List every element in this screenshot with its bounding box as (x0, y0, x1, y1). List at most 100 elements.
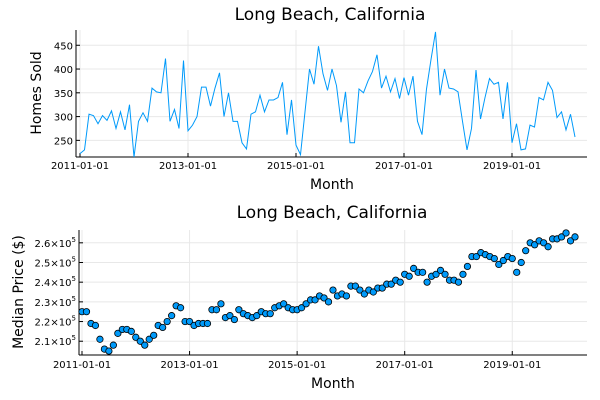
median-price-point (387, 280, 395, 288)
median-price-point (253, 312, 261, 320)
median-price-point (159, 323, 167, 332)
median-price-point (136, 337, 144, 345)
median-price-point (226, 312, 234, 320)
homes-sold-title: Long Beach, California (235, 5, 426, 25)
median-price-point (203, 319, 212, 328)
median-price-point (324, 298, 333, 306)
y-tick-label: 400 (54, 65, 73, 76)
median-price-point (531, 241, 539, 249)
median-price-point (168, 312, 176, 320)
median-price-title: Long Beach, California (237, 203, 428, 223)
median-price-point (499, 256, 507, 265)
median-price-point (351, 282, 359, 290)
median-price-point (436, 266, 445, 274)
x-tick-label: 2019-01-01 (483, 360, 541, 371)
median-price-point (82, 308, 91, 316)
median-price-y-label: Median Price ($) (11, 235, 27, 349)
y-tick-label: 250 (54, 136, 73, 147)
median-price-point (405, 272, 413, 280)
median-price-point (454, 278, 463, 286)
x-tick-label: 2013-01-01 (161, 360, 219, 371)
median-price-point (396, 278, 404, 286)
median-price-point (360, 290, 368, 298)
median-price-point (566, 237, 575, 245)
homes-sold-line (79, 31, 576, 158)
median-price-point (298, 304, 306, 312)
median-price-point (441, 270, 449, 278)
median-price-point (557, 233, 566, 241)
median-price-point (329, 286, 337, 294)
median-price-point (419, 268, 427, 276)
median-price-x-label: Month (311, 376, 355, 392)
median-price-point (230, 315, 238, 324)
y-tick-label: 350 (54, 89, 73, 100)
median-price-point (369, 288, 377, 296)
median-price-point (410, 264, 418, 272)
y-tick-label: 2.3×105 (35, 295, 76, 309)
y-tick-label: 2.5×105 (35, 255, 76, 269)
median-price-point (212, 306, 221, 314)
median-price-point (432, 270, 440, 278)
x-tick-label: 2015-01-01 (268, 360, 326, 371)
homes-sold-series (79, 31, 576, 158)
median-price-point (544, 243, 552, 251)
median-price-series (78, 229, 579, 355)
median-price-point (562, 229, 570, 237)
median-price-point (508, 254, 516, 263)
median-price-point (127, 327, 135, 335)
median-price-point (217, 300, 225, 308)
homes-sold-x-label: Month (310, 177, 354, 193)
median-price-point (105, 347, 113, 355)
median-price-point (517, 258, 525, 267)
median-price-point (114, 329, 122, 337)
x-tick-label: 2019-01-01 (483, 161, 541, 172)
x-tick-label: 2013-01-01 (159, 161, 217, 172)
median-price-point (91, 321, 100, 330)
homes-sold-y-label: Homes Sold (29, 51, 45, 134)
median-price-point (235, 306, 243, 314)
median-price-point (302, 300, 310, 308)
median-price-point (571, 233, 579, 241)
median-price-point (356, 286, 364, 294)
median-price-point (311, 296, 319, 304)
homes-sold-grid (76, 30, 587, 157)
x-tick-label: 2011-01-01 (53, 360, 111, 371)
median-price-point (495, 260, 503, 269)
median-price-point (459, 270, 467, 278)
median-price-chart: Long Beach, California 2.1×105 2.2×105 2.3… (11, 203, 587, 392)
median-price-point (280, 300, 288, 308)
median-price-point (490, 254, 498, 263)
median-price-point (141, 341, 149, 349)
homes-sold-y-axis: 250 300 350 400 450 (54, 41, 80, 147)
median-price-point (163, 317, 171, 326)
homes-sold-chart: Long Beach, California 250 300 350 400 450 2… (29, 5, 587, 193)
median-price-point (185, 317, 194, 326)
homes-sold-x-axis: 2011-01-01 2013-01-01 2015-01-01 2017-01-01… (51, 153, 541, 172)
median-price-point (342, 292, 351, 300)
y-tick-label: 2.6×105 (35, 236, 76, 250)
median-price-point (266, 310, 274, 318)
median-price-point (177, 304, 185, 312)
median-price-y-axis: 2.1×105 2.2×105 2.3×105 2.4×105 2.5×105 2.6×1… (35, 236, 83, 348)
median-price-point (522, 247, 530, 255)
x-tick-label: 2015-01-01 (267, 161, 325, 172)
y-tick-label: 450 (54, 41, 73, 52)
median-price-point (96, 335, 104, 343)
median-price-point (472, 252, 480, 261)
median-price-point (378, 284, 386, 292)
x-tick-label: 2011-01-01 (51, 161, 109, 172)
median-price-point (540, 239, 548, 247)
y-tick-label: 2.4×105 (35, 275, 76, 289)
x-tick-label: 2017-01-01 (376, 360, 434, 371)
median-price-point (132, 333, 140, 341)
median-price-point (320, 294, 328, 302)
y-tick-label: 300 (54, 113, 73, 124)
median-price-x-axis: 2011-01-01 2013-01-01 2015-01-01 2017-01-01… (53, 351, 541, 371)
median-price-point (145, 335, 153, 343)
median-price-point (150, 331, 158, 339)
median-price-point (423, 278, 431, 286)
x-tick-label: 2017-01-01 (375, 161, 433, 172)
median-price-point (513, 268, 521, 276)
median-price-point (109, 341, 117, 349)
